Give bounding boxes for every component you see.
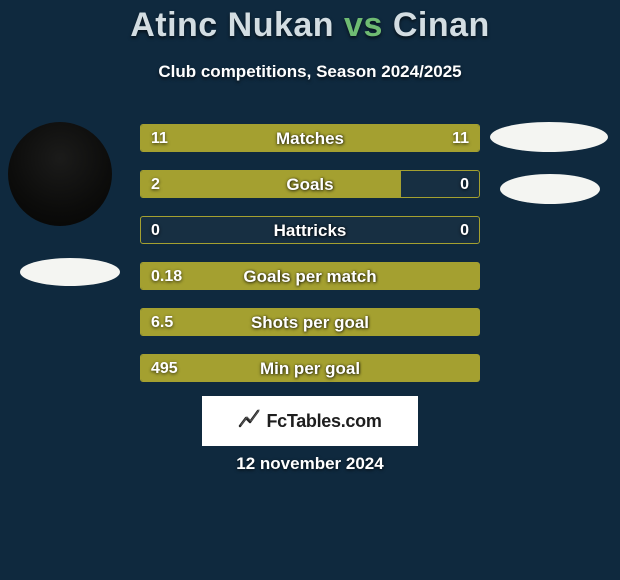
brand-text: FcTables.com	[266, 411, 381, 432]
stat-row: 495Min per goal	[140, 354, 480, 382]
stat-row: 0.18Goals per match	[140, 262, 480, 290]
player1-club-badge	[20, 258, 120, 286]
stat-row: 20Goals	[140, 170, 480, 198]
stat-row: 6.5Shots per goal	[140, 308, 480, 336]
subtitle: Club competitions, Season 2024/2025	[0, 62, 620, 82]
stat-label: Hattricks	[141, 217, 479, 245]
player2-club-badge	[500, 174, 600, 204]
stat-row: 00Hattricks	[140, 216, 480, 244]
stat-label: Shots per goal	[141, 309, 479, 337]
stat-label: Min per goal	[141, 355, 479, 383]
brand-box: FcTables.com	[202, 396, 418, 446]
player1-name: Atinc Nukan	[130, 6, 334, 44]
comparison-infographic: Atinc Nukan vs Cinan Club competitions, …	[0, 0, 620, 580]
player1-avatar	[8, 122, 112, 226]
stat-bars: 1111Matches 20Goals 00Hattricks 0.18Goals p…	[140, 124, 480, 400]
stat-label: Matches	[141, 125, 479, 153]
vs-text: vs	[344, 6, 383, 44]
player2-name: Cinan	[393, 6, 490, 44]
stat-row: 1111Matches	[140, 124, 480, 152]
page-title: Atinc Nukan vs Cinan	[0, 6, 620, 45]
brand-icon	[238, 408, 262, 435]
stat-label: Goals per match	[141, 263, 479, 291]
player2-avatar	[490, 122, 608, 152]
date-text: 12 november 2024	[0, 454, 620, 474]
stat-label: Goals	[141, 171, 479, 199]
